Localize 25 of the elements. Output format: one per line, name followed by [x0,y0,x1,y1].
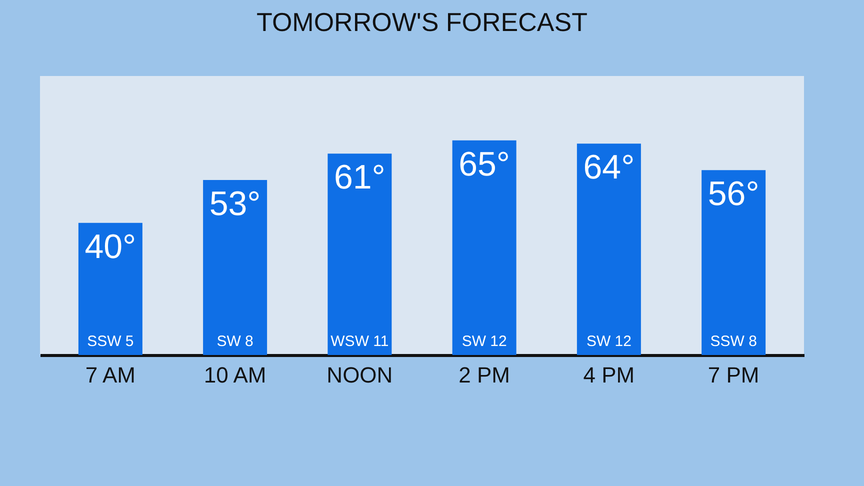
data-label: 61° [334,158,386,197]
x-tick-label: 4 PM [583,362,635,388]
annotation: SSW 5 [87,333,134,350]
bar [576,144,641,355]
bar [328,154,392,355]
annotation: SSW 8 [710,333,757,350]
bar [203,180,268,355]
x-tick-label: 2 PM [458,362,510,388]
x-tick-label: 7 PM [708,362,760,388]
data-label: 65° [458,145,510,184]
annotation: SW 12 [586,333,632,350]
data-label: 53° [209,185,261,224]
data-label: 40° [84,228,136,266]
annotation: WSW 11 [330,333,389,350]
chart-title: TOMORROW'S FORECAST [256,7,588,37]
data-label: 56° [708,175,760,214]
annotation: SW 12 [462,333,507,350]
data-label: 64° [583,148,635,187]
bar [452,140,516,355]
x-tick-label: 7 AM [85,362,136,388]
bar [702,170,766,355]
x-tick-label: 10 AM [204,362,266,388]
bar [78,222,142,355]
x-tick-label: NOON [326,362,393,388]
annotation: SW 8 [216,333,254,350]
